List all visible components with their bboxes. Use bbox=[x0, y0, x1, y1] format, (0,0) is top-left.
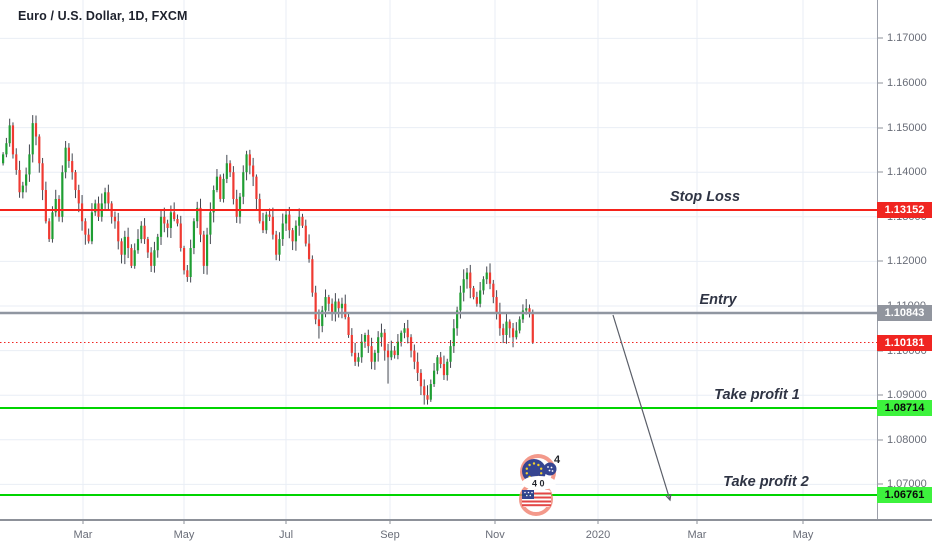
trade-level-lines[interactable] bbox=[0, 209, 877, 497]
time-tick-mark bbox=[802, 519, 804, 524]
entry-price-badge: 1.10843 bbox=[877, 305, 932, 321]
time-tick-mark bbox=[597, 519, 599, 524]
candlestick-series bbox=[2, 115, 534, 405]
price-tick-mark bbox=[878, 127, 883, 129]
take-profit-2-label[interactable]: Take profit 2 bbox=[723, 474, 809, 491]
time-tick-mark bbox=[494, 519, 496, 524]
time-tick-label: May bbox=[173, 529, 195, 541]
take-profit-2-price-badge: 1.06761 bbox=[877, 487, 932, 504]
price-tick-label: 1.17000 bbox=[887, 32, 927, 45]
price-tick-label: 1.16000 bbox=[887, 76, 927, 89]
time-tick-label: Nov bbox=[485, 529, 505, 541]
logo-corner-text: 4 bbox=[554, 454, 561, 466]
time-tick-mark bbox=[285, 519, 287, 524]
symbol-legend[interactable]: Euro / U.S. Dollar, 1D, FXCM bbox=[18, 9, 188, 23]
time-tick-label: 2020 bbox=[585, 529, 611, 541]
price-tick-label: 1.09000 bbox=[887, 389, 927, 402]
time-tick-label: Jul bbox=[278, 529, 294, 541]
watermark-logo: 4 0 4 bbox=[519, 454, 561, 516]
price-tick-mark bbox=[878, 439, 883, 441]
time-tick-label: May bbox=[792, 529, 814, 541]
stop-loss-price-badge: 1.13152 bbox=[877, 202, 932, 219]
price-tick-mark bbox=[878, 171, 883, 173]
price-tick-label: 1.12000 bbox=[887, 255, 927, 268]
price-tick-label: 1.15000 bbox=[887, 121, 927, 134]
us-flag-icon bbox=[522, 490, 551, 507]
time-tick-mark bbox=[183, 519, 185, 524]
time-tick-label: Sep bbox=[380, 529, 400, 541]
price-tick-mark bbox=[878, 483, 883, 485]
price-tick-label: 1.14000 bbox=[887, 166, 927, 179]
logo-band-text: 4 0 bbox=[532, 479, 545, 489]
time-tick-label: Mar bbox=[687, 529, 707, 541]
price-tick-mark bbox=[878, 394, 883, 396]
us-canton-fragment-icon bbox=[543, 462, 557, 476]
trend-arrow-drawing[interactable] bbox=[612, 314, 672, 502]
time-axis[interactable]: Mar May Jul Sep Nov 2020 Mar May bbox=[0, 519, 932, 550]
logo-band bbox=[522, 476, 556, 490]
price-tick-label: 1.08000 bbox=[887, 433, 927, 446]
entry-label[interactable]: Entry bbox=[699, 292, 737, 308]
time-tick-mark bbox=[82, 519, 84, 524]
price-tick-mark bbox=[878, 350, 883, 352]
price-axis[interactable]: 1.170001.160001.150001.140001.130001.120… bbox=[877, 0, 932, 519]
price-tick-mark bbox=[878, 37, 883, 39]
stop-loss-label[interactable]: Stop Loss bbox=[669, 189, 741, 206]
time-tick-mark bbox=[696, 519, 698, 524]
time-tick-mark bbox=[389, 519, 391, 524]
take-profit-1-label[interactable]: Take profit 1 bbox=[714, 386, 800, 403]
take-profit-1-price-badge: 1.08714 bbox=[877, 399, 932, 416]
price-tick-mark bbox=[878, 82, 883, 84]
price-tick-mark bbox=[878, 260, 883, 262]
current-price-badge: 1.10181 bbox=[877, 334, 932, 351]
time-tick-label: Mar bbox=[73, 529, 93, 541]
